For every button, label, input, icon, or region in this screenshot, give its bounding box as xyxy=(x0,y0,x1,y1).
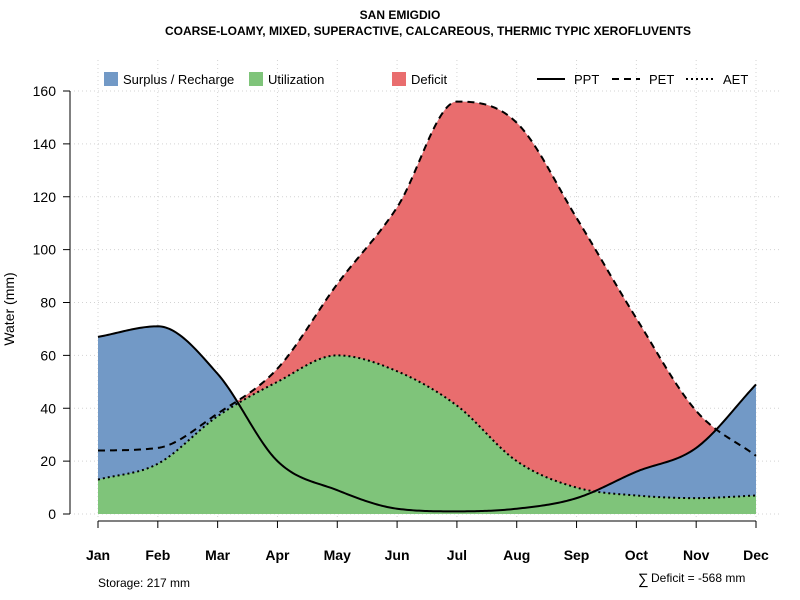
y-tick-label: 80 xyxy=(40,295,56,311)
area-aet-base xyxy=(98,355,756,514)
legend-swatch-deficit xyxy=(392,72,406,86)
x-tick-label: Apr xyxy=(265,547,290,563)
line-ppt xyxy=(97,325,757,513)
legend: Surplus / Recharge Utilization Deficit P… xyxy=(104,72,748,87)
legend-label-ppt: PPT xyxy=(574,72,599,87)
legend-label-deficit: Deficit xyxy=(411,72,448,87)
y-axis-label: Water (mm) xyxy=(1,272,17,345)
legend-label-aet: AET xyxy=(723,72,748,87)
legend-swatch-surplus xyxy=(104,72,118,86)
deficit-sum-symbol: ∑ xyxy=(638,571,649,588)
x-tick-label: Jul xyxy=(447,547,467,563)
y-tick-label: 120 xyxy=(33,189,57,205)
chart-subtitle: COARSE-LOAMY, MIXED, SUPERACTIVE, CALCAR… xyxy=(165,24,691,38)
deficit-note: Deficit = -568 mm xyxy=(651,571,745,585)
y-tick-label: 20 xyxy=(40,453,56,469)
y-tick-label: 140 xyxy=(33,136,57,152)
line-pet xyxy=(97,100,757,457)
legend-label-pet: PET xyxy=(649,72,674,87)
chart-title: SAN EMIGDIO xyxy=(360,8,441,22)
x-tick-label: Mar xyxy=(205,547,230,563)
y-tick-label: 100 xyxy=(33,242,57,258)
x-tick-label: Dec xyxy=(743,547,769,563)
y-tick-label: 60 xyxy=(40,347,56,363)
storage-note: Storage: 217 mm xyxy=(98,576,190,590)
y-tick-label: 40 xyxy=(40,400,56,416)
x-tick-label: Feb xyxy=(145,547,170,563)
x-tick-label: Jun xyxy=(385,547,410,563)
x-tick-label: Jan xyxy=(86,547,110,563)
axes: 0 20 40 60 80 100 120 140 160 Jan Feb Mar Apr May Jun J… xyxy=(33,83,769,563)
x-tick-label: May xyxy=(324,547,351,563)
x-tick-label: Aug xyxy=(503,547,530,563)
y-tick-label: 160 xyxy=(33,83,57,99)
legend-label-surplus: Surplus / Recharge xyxy=(123,72,234,87)
areas xyxy=(98,101,756,514)
legend-label-utilization: Utilization xyxy=(268,72,324,87)
line-aet xyxy=(97,354,757,500)
series-lines xyxy=(97,100,757,513)
x-tick-label: Sep xyxy=(564,547,590,563)
x-tick-label: Nov xyxy=(683,547,710,563)
y-tick-label: 0 xyxy=(48,506,56,522)
legend-swatch-utilization xyxy=(249,72,263,86)
x-tick-label: Oct xyxy=(625,547,649,563)
